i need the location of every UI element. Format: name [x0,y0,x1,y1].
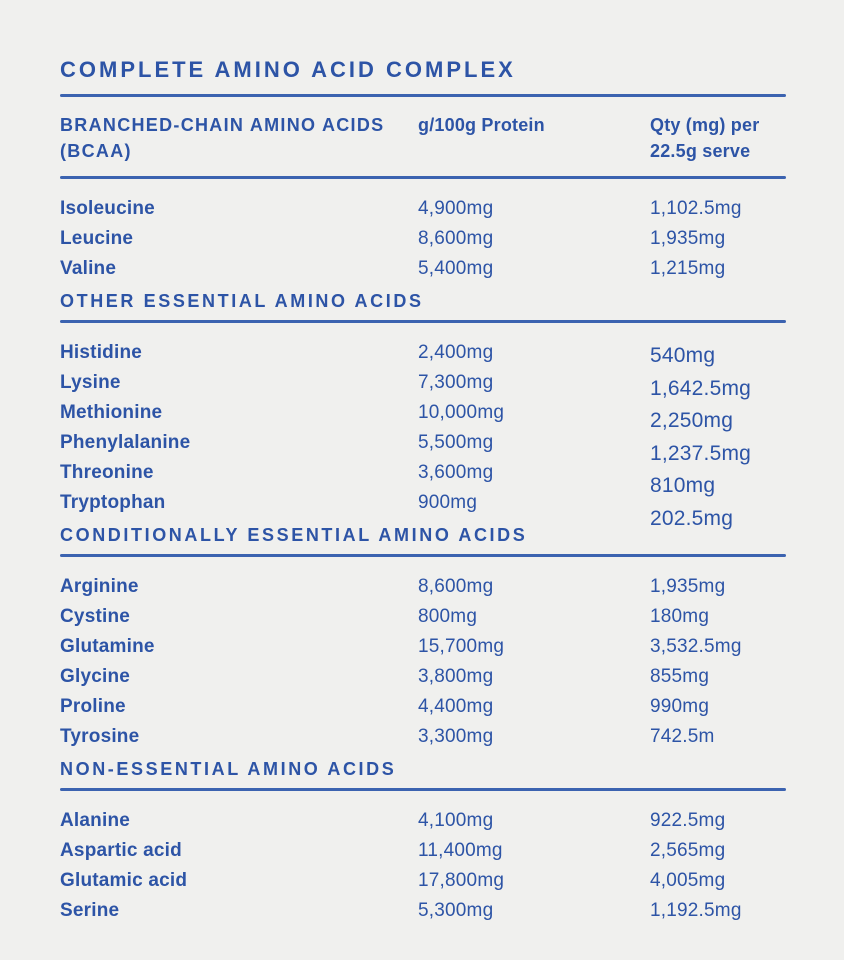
column-header-qty-per-serve: Qty (mg) per 22.5g serve [650,115,760,161]
column-header-bcaa: BRANCHED-CHAIN AMINO ACIDS (BCAA) [60,115,385,161]
value-per-100g: 8,600mg [418,228,494,249]
amino-name: Serine [60,900,120,921]
section-heading-conditionally-essential: CONDITIONALLY ESSENTIAL AMINO ACIDS [60,525,528,545]
value-per-serve: 2,250mg [650,409,734,432]
value-per-serve: 810mg [650,474,716,497]
table-row: Proline 4,400mg 990mg [60,692,786,722]
section-other-essential-rows: Histidine 2,400mg Lysine 7,300mg Methion… [60,323,786,530]
value-per-100g: 2,400mg [418,342,494,363]
amino-name: Arginine [60,576,139,597]
value-per-100g: 8,600mg [418,576,494,597]
value-per-100g: 10,000mg [418,402,505,423]
section-heading-non-essential: NON-ESSENTIAL AMINO ACIDS [60,759,397,779]
value-per-serve: 2,565mg [650,840,726,861]
value-per-100g: 5,300mg [418,900,494,921]
value-per-serve: 180mg [650,606,710,627]
amino-name: Histidine [60,342,143,363]
amino-name: Tryptophan [60,492,166,513]
value-per-serve: 540mg [650,344,716,367]
section-conditionally-essential-rows: Arginine 8,600mg 1,935mg Cystine 800mg 1… [60,557,786,752]
value-per-100g: 5,400mg [418,258,494,279]
divider-conditionally-essential [60,554,786,557]
value-per-serve: 202.5mg [650,506,734,530]
value-per-serve: 922.5mg [650,810,726,831]
value-per-serve: 1,215mg [650,258,726,279]
value-per-serve: 855mg [650,666,710,687]
section-bcaa-rows: Isoleucine 4,900mg 1,102.5mg Leucine 8,6… [60,179,786,284]
section-heading-other-essential: OTHER ESSENTIAL AMINO ACIDS [60,291,424,311]
amino-name: Tyrosine [60,726,140,747]
value-per-serve: 1,642.5mg [650,376,752,400]
column-header-per-100g: g/100g Protein [418,115,545,135]
amino-name: Lysine [60,372,121,393]
value-per-serve: 1,192.5mg [650,900,742,921]
value-per-serve: 3,532.5mg [650,636,742,657]
table-row: Leucine 8,600mg 1,935mg [60,224,786,254]
table-row: Threonine 3,600mg [60,458,786,488]
value-per-100g: 3,300mg [418,726,494,747]
value-per-100g: 4,100mg [418,810,494,831]
value-per-100g: 5,500mg [418,432,494,453]
amino-name: Isoleucine [60,198,155,219]
amino-name: Leucine [60,228,134,249]
page-title: COMPLETE AMINO ACID COMPLEX [60,57,516,82]
amino-name: Methionine [60,402,163,423]
amino-name: Valine [60,258,117,279]
table-row: Valine 5,400mg 1,215mg [60,254,786,284]
table-row: Glutamic acid 17,800mg 4,005mg [60,866,786,896]
value-per-100g: 3,800mg [418,666,494,687]
divider-non-essential [60,788,786,791]
table-header-row: BRANCHED-CHAIN AMINO ACIDS (BCAA) g/100g… [60,97,786,176]
value-per-100g: 7,300mg [418,372,494,393]
table-row: Alanine 4,100mg 922.5mg [60,806,786,836]
amino-name: Glycine [60,666,131,687]
value-per-serve: 1,237.5mg [650,441,752,465]
amino-name: Alanine [60,810,131,831]
table-row: Tryptophan 900mg [60,488,786,518]
amino-name: Glutamine [60,636,155,657]
value-per-serve: 4,005mg [650,870,726,891]
value-per-100g: 15,700mg [418,636,505,657]
value-per-100g: 800mg [418,606,478,627]
amino-name: Threonine [60,462,154,483]
value-per-100g: 4,900mg [418,198,494,219]
table-row: Phenylalanine 5,500mg [60,428,786,458]
value-per-serve: 1,935mg [650,228,726,249]
divider-header [60,176,786,179]
value-per-100g: 11,400mg [418,840,503,861]
amino-name: Glutamic acid [60,870,188,891]
table-row: Lysine 7,300mg [60,368,786,398]
table-row: Isoleucine 4,900mg 1,102.5mg [60,194,786,224]
table-row: Aspartic acid 11,400mg 2,565mg [60,836,786,866]
value-per-serve: 742.5m [650,726,715,747]
amino-name: Cystine [60,606,131,627]
amino-name: Phenylalanine [60,432,191,453]
qty-column-offset-stack: 540mg 1,642.5mg 2,250mg 1,237.5mg 810mg … [650,340,795,535]
amino-name: Aspartic acid [60,840,182,861]
amino-name: Proline [60,696,126,717]
table-row: Arginine 8,600mg 1,935mg [60,572,786,602]
table-row: Glutamine 15,700mg 3,532.5mg [60,632,786,662]
table-row: Histidine 2,400mg [60,338,786,368]
divider-other-essential [60,320,786,323]
value-per-100g: 900mg [418,492,478,513]
table-row: Tyrosine 3,300mg 742.5m [60,722,786,752]
table-row: Methionine 10,000mg [60,398,786,428]
value-per-100g: 4,400mg [418,696,494,717]
value-per-100g: 17,800mg [418,870,505,891]
table-row: Glycine 3,800mg 855mg [60,662,786,692]
section-non-essential-rows: Alanine 4,100mg 922.5mg Aspartic acid 11… [60,791,786,926]
table-row: Serine 5,300mg 1,192.5mg [60,896,786,926]
value-per-100g: 3,600mg [418,462,494,483]
divider-top [60,94,786,97]
value-per-serve: 1,102.5mg [650,198,742,219]
table-row: Cystine 800mg 180mg [60,602,786,632]
value-per-serve: 1,935mg [650,576,726,597]
value-per-serve: 990mg [650,696,710,717]
